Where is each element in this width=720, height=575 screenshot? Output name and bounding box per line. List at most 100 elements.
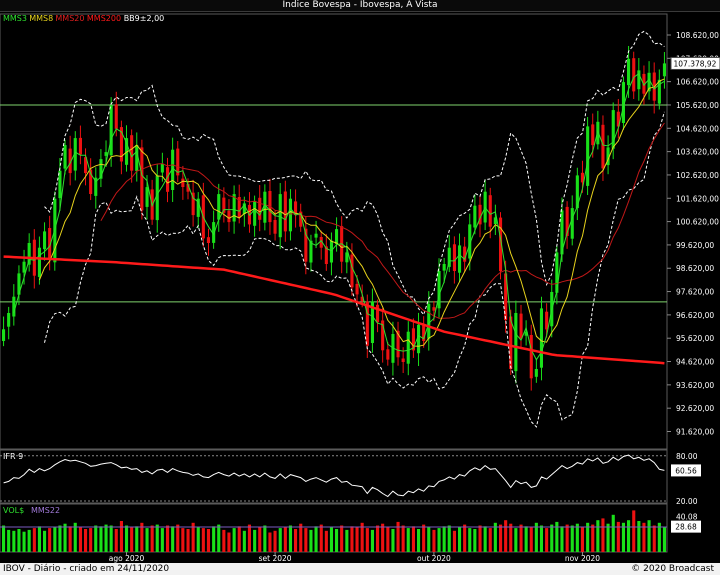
candle-down[interactable] <box>206 237 210 243</box>
candle-down[interactable] <box>509 316 513 370</box>
volume-bar-up[interactable] <box>493 522 497 552</box>
candle-up[interactable] <box>586 126 590 186</box>
volume-bar-down[interactable] <box>452 530 456 552</box>
volume-bar-down[interactable] <box>340 525 344 553</box>
candle-down[interactable] <box>616 111 620 127</box>
candle-up[interactable] <box>288 198 292 232</box>
candle-down[interactable] <box>601 124 605 169</box>
volume-bar-down[interactable] <box>463 524 467 552</box>
volume-bar-up[interactable] <box>539 525 543 553</box>
candle-down[interactable] <box>401 358 405 363</box>
candle-up[interactable] <box>263 191 267 223</box>
candles[interactable] <box>2 45 666 391</box>
candle-down[interactable] <box>632 58 636 92</box>
volume-bar-down[interactable] <box>422 524 426 552</box>
volume-bar-down[interactable] <box>601 518 605 552</box>
volume-bar-down[interactable] <box>545 528 549 552</box>
candle-down[interactable] <box>396 330 400 358</box>
candle-up[interactable] <box>7 313 11 327</box>
volume-bar-up[interactable] <box>345 529 349 552</box>
candle-up[interactable] <box>73 138 77 171</box>
rsi-panel[interactable]: IFR 9 20.00 80.00 60.56 <box>0 449 701 506</box>
candle-down[interactable] <box>452 244 456 271</box>
candle-up[interactable] <box>468 224 472 259</box>
candle-up[interactable] <box>345 252 349 263</box>
candle-down[interactable] <box>258 197 262 220</box>
candle-up[interactable] <box>160 163 164 173</box>
candle-up[interactable] <box>58 170 62 199</box>
volume-bar-up[interactable] <box>242 530 246 552</box>
candle-up[interactable] <box>575 175 579 209</box>
candle-down[interactable] <box>48 228 52 260</box>
volume-bar-down[interactable] <box>48 528 52 552</box>
volume-bar-up[interactable] <box>627 520 631 552</box>
volume-bar-down[interactable] <box>201 528 205 552</box>
volume-bar-down[interactable] <box>258 527 262 552</box>
volume-bar-down[interactable] <box>273 530 277 552</box>
volume-bar-down[interactable] <box>381 523 385 552</box>
volume-bar-down[interactable] <box>222 529 226 552</box>
volume-bar-up[interactable] <box>63 523 67 552</box>
candle-up[interactable] <box>427 303 431 339</box>
candle-up[interactable] <box>155 175 159 221</box>
candle-down[interactable] <box>130 135 134 171</box>
volume-bar-up[interactable] <box>391 529 395 552</box>
candle-down[interactable] <box>580 172 584 183</box>
volume-bar-down[interactable] <box>509 523 513 552</box>
volume-bar-down[interactable] <box>68 526 72 552</box>
volume-bar-up[interactable] <box>314 526 318 552</box>
volume-bar-down[interactable] <box>411 526 415 552</box>
volume-bar-down[interactable] <box>191 522 195 552</box>
volume-bar-up[interactable] <box>570 525 574 553</box>
volume-bar-up[interactable] <box>94 525 98 553</box>
candle-up[interactable] <box>662 63 666 77</box>
candle-down[interactable] <box>565 206 569 236</box>
candle-up[interactable] <box>406 331 410 364</box>
volume-bar-down[interactable] <box>360 522 364 552</box>
candle-up[interactable] <box>606 147 610 166</box>
volume-bar-down[interactable] <box>304 528 308 552</box>
volume-bar-down[interactable] <box>324 530 328 552</box>
volume-bar-down[interactable] <box>140 522 144 552</box>
candle-up[interactable] <box>99 159 103 179</box>
volume-bar-down[interactable] <box>504 520 508 552</box>
candle-down[interactable] <box>324 246 328 264</box>
volume-bar-up[interactable] <box>125 525 129 553</box>
candle-down[interactable] <box>411 328 415 351</box>
candle-up[interactable] <box>37 247 41 277</box>
volume-bar-up[interactable] <box>329 527 333 552</box>
candle-up[interactable] <box>196 198 200 217</box>
candle-down[interactable] <box>114 104 118 129</box>
volume-bar-up[interactable] <box>288 525 292 553</box>
volume-bar-down[interactable] <box>247 524 251 552</box>
volume-bar-down[interactable] <box>565 524 569 552</box>
candle-up[interactable] <box>458 245 462 273</box>
candle-down[interactable] <box>140 147 144 211</box>
candle-down[interactable] <box>545 311 549 330</box>
candle-up[interactable] <box>171 149 175 190</box>
volume-bar-down[interactable] <box>355 527 359 552</box>
volume-bar-down[interactable] <box>181 528 185 552</box>
volume-bar-down[interactable] <box>376 525 380 553</box>
volume-bar-up[interactable] <box>406 528 410 552</box>
volume-bar-up[interactable] <box>596 520 600 552</box>
volume-bar-up[interactable] <box>524 526 528 552</box>
volume-bar-down[interactable] <box>119 521 123 552</box>
volume-bar-down[interactable] <box>499 524 503 552</box>
volume-bar-up[interactable] <box>278 528 282 552</box>
volume-bar-down[interactable] <box>283 527 287 552</box>
candle-down[interactable] <box>176 148 180 176</box>
volume-bar-up[interactable] <box>17 529 21 552</box>
volume-bar-down[interactable] <box>350 526 354 552</box>
candle-down[interactable] <box>119 127 123 162</box>
volume-bar-up[interactable] <box>442 526 446 552</box>
candle-up[interactable] <box>657 79 661 104</box>
volume-bar-up[interactable] <box>171 526 175 552</box>
mms8-line[interactable] <box>38 78 665 347</box>
volume-bar-up[interactable] <box>2 525 6 553</box>
candle-down[interactable] <box>84 157 88 174</box>
price-panel[interactable]: 108.620,00107.620,00106.620,00105.620,00… <box>0 13 720 450</box>
volume-bar-up[interactable] <box>637 521 641 552</box>
volume-bar-up[interactable] <box>145 528 149 552</box>
volume-bar-up[interactable] <box>427 527 431 552</box>
